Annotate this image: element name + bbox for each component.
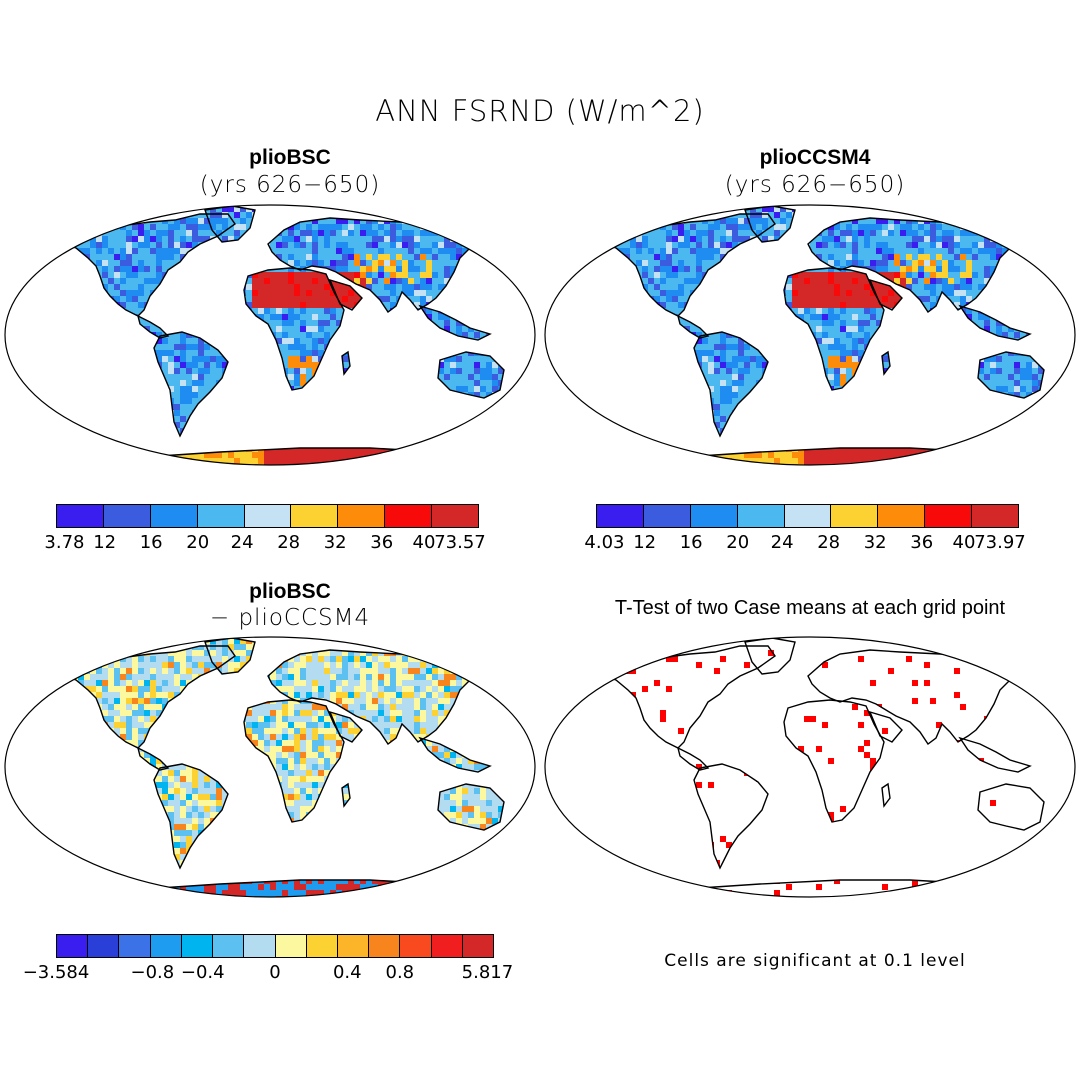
colorbar-segment [244,505,292,527]
colorbar-segment [150,935,182,957]
colorbar-segment [643,505,691,527]
panel-title-bottom-left: plioBSC [249,580,331,603]
colorbar-segment [57,935,89,957]
colorbar-tick-label: 36 [910,532,934,553]
map-top-left [4,204,536,466]
colorbar-segment [925,505,973,527]
map-frame [4,636,536,898]
colorbar-tick-label: 3.78 [44,532,85,553]
colorbar-segment [432,505,479,527]
panel-title-top-left: plioBSC [249,146,331,169]
colorbar-tick-label: 0.4 [332,962,362,983]
colorbar-segment [197,505,245,527]
colorbar-segment [275,935,307,957]
colorbar-segment [57,505,104,527]
map-bottom-left [4,636,536,898]
colorbar-segment [431,935,463,957]
colorbar-tick-label: 20 [186,532,210,553]
map-top-right [544,204,1076,466]
colorbar-segment [972,505,1019,527]
colorbar-top-right [596,504,1019,528]
colorbar-segment [150,505,198,527]
panel-subtitle-top-right: (yrs 626−650) [724,172,906,198]
colorbar-tick-label: −0.8 [130,962,175,983]
colorbar-segment [831,505,879,527]
colorbar-tick-label: 0 [269,962,281,983]
colorbar-tick-label: −0.4 [180,962,225,983]
colorbar-segment [213,935,245,957]
colorbar-segment [103,505,151,527]
significance-note: Cells are significant at 0.1 level [664,951,966,971]
colorbar-segment [784,505,832,527]
colorbar-tick-label: 4.03 [584,532,625,553]
map-frame [544,204,1076,466]
colorbar-segment [338,505,386,527]
panel-subtitle-bottom-left: − plioCCSM4 [209,605,371,631]
colorbar-segment [369,935,401,957]
colorbar-tick-label: 24 [230,532,254,553]
colorbar-tick-label: 28 [277,532,301,553]
colorbar-tick-label: −3.584 [22,962,90,983]
colorbar-tick-label: 73.97 [974,532,1026,553]
map-frame [4,204,536,466]
colorbar-tick-label: 12 [633,532,657,553]
colorbar-segment [181,935,214,957]
colorbar-tick-label: 16 [679,532,703,553]
colorbar-tick-label: 32 [863,532,887,553]
colorbar-segment [597,505,644,527]
panel-title-top-right: plioCCSM4 [759,146,871,169]
colorbar-segment [385,505,433,527]
colorbar-segment [291,505,339,527]
colorbar-segment [244,935,276,957]
colorbar-segment [306,935,338,957]
colorbar-tick-label: 40 [412,532,436,553]
colorbar-tick-label: 28 [817,532,841,553]
panel-subtitle-top-left: (yrs 626−650) [199,172,381,198]
colorbar-segment [400,935,432,957]
colorbar-tick-label: 20 [726,532,750,553]
colorbar-tick-label: 32 [323,532,347,553]
map-bottom-right [544,636,1076,898]
colorbar-tick-label: 73.57 [434,532,486,553]
colorbar-tick-label: 16 [139,532,163,553]
colorbar-segment [462,935,494,957]
colorbar-segment [88,935,120,957]
colorbar-tick-label: 24 [770,532,794,553]
colorbar-tick-label: 36 [370,532,394,553]
colorbar-top-left [56,504,479,528]
colorbar-segment [878,505,926,527]
colorbar-segment [119,935,151,957]
colorbar-tick-label: 40 [952,532,976,553]
panel-title-bottom-right: T-Test of two Case means at each grid po… [614,597,1006,619]
map-frame [544,636,1076,898]
colorbar-segment [737,505,785,527]
colorbar-segment [690,505,738,527]
colorbar-segment [337,935,370,957]
colorbar-tick-label: 0.8 [385,962,415,983]
figure-title: ANN FSRND (W/m^2) [375,94,705,128]
colorbar-tick-label: 5.817 [461,962,514,983]
colorbar-tick-label: 12 [93,532,117,553]
colorbar-bottom-left [56,934,494,958]
